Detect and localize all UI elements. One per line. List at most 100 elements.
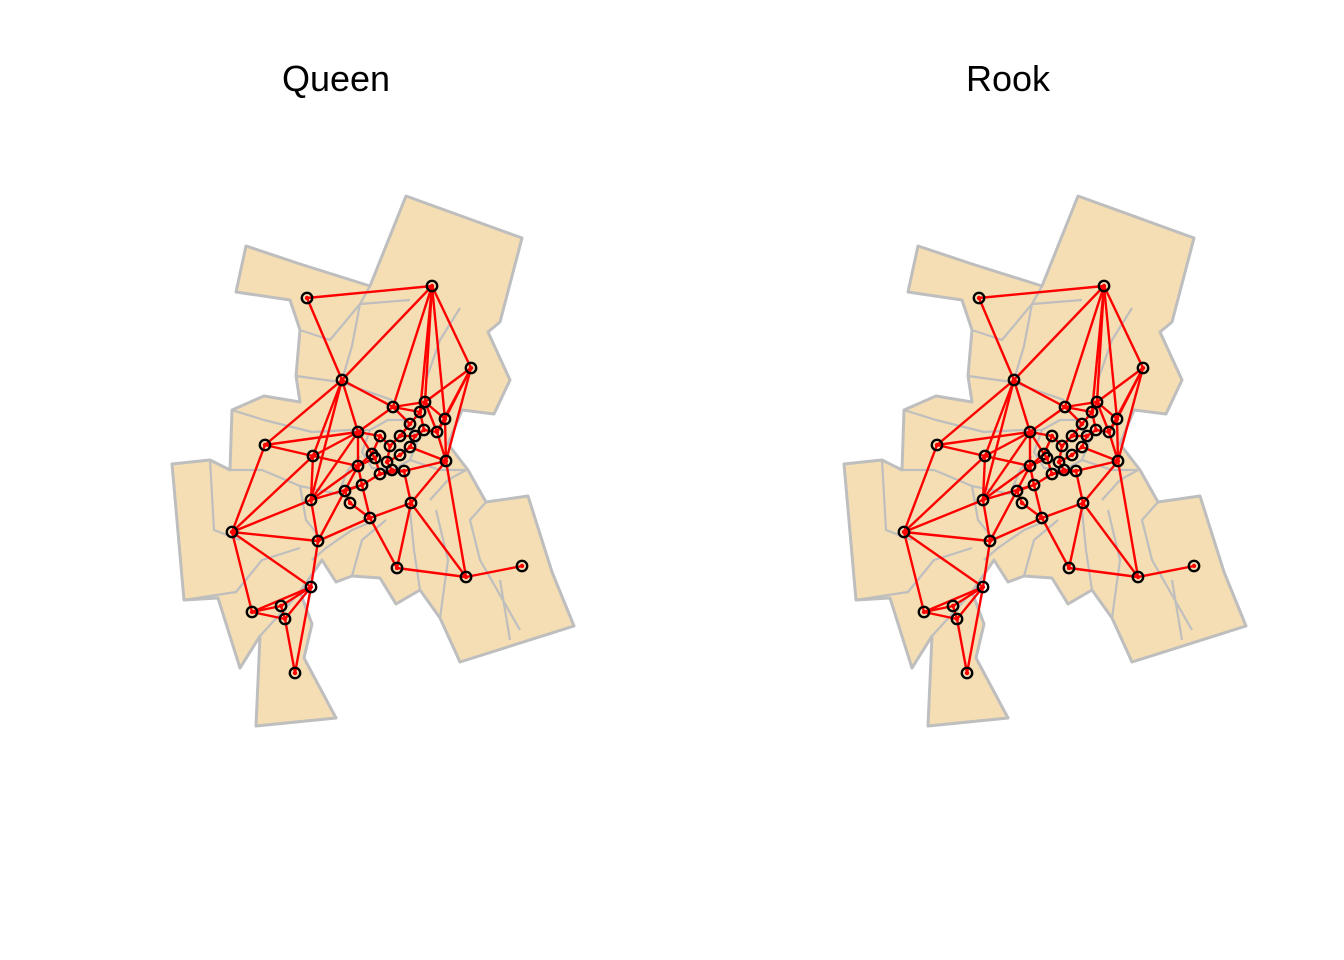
neighbor-link (1081, 411, 1093, 425)
neighbor-link (306, 284, 433, 300)
region-boundary (299, 298, 411, 342)
centroid-node (1065, 448, 1079, 462)
centroid-dot (442, 416, 448, 422)
centroid-dot (1069, 433, 1075, 439)
neighbor-link (418, 411, 426, 431)
neighbor-link (305, 297, 344, 381)
centroid-dot (282, 616, 288, 622)
neighbor-link (279, 605, 287, 620)
region-boundary (1080, 509, 1094, 591)
neighbor-link (1013, 285, 1105, 381)
region-boundary (183, 546, 301, 602)
centroid-dot (389, 467, 395, 473)
centroid-dot (397, 433, 403, 439)
centroid-dot (1140, 365, 1146, 371)
neighbor-link (977, 297, 1016, 381)
centroid-dot (339, 377, 345, 383)
centroid-node (978, 449, 992, 463)
neighbor-link (1082, 460, 1119, 504)
centroid-dot (394, 565, 400, 571)
centroid-dot (1094, 399, 1100, 405)
centroid-node (274, 599, 288, 613)
centroid-dot (1014, 488, 1020, 494)
neighbor-link (409, 445, 447, 463)
centroid-dot (421, 427, 427, 433)
region-boundary (983, 518, 1049, 561)
centroid-node (950, 612, 964, 626)
centroid-dot (934, 442, 940, 448)
centroid-dot (519, 563, 525, 569)
centroid-node (258, 438, 272, 452)
centroid-node (311, 534, 325, 548)
centroid-node (917, 605, 931, 619)
neighbor-link (231, 531, 312, 588)
centroid-dot (443, 458, 449, 464)
neighbor-link (1041, 501, 1084, 520)
neighbor-link (316, 465, 360, 542)
neighbor-link (344, 483, 363, 493)
neighbor-link (231, 455, 314, 533)
neighbor-link (1102, 285, 1119, 420)
panel-title-queen: Queen (281, 58, 391, 99)
centroid-node (1010, 484, 1024, 498)
neighbor-link (984, 430, 1031, 458)
neighbor-link (1082, 502, 1139, 578)
neighbor-link (349, 502, 371, 519)
centroid-dot (1073, 468, 1079, 474)
neighbor-link (1061, 435, 1073, 447)
neighbor-link (951, 605, 959, 620)
neighbor-link (424, 367, 472, 403)
centroid-dot (372, 455, 378, 461)
centroid-dot (1115, 458, 1121, 464)
neighbor-link (936, 379, 1015, 446)
neighbor-link (978, 284, 1105, 300)
centroid-dot (397, 452, 403, 458)
centroid-node (976, 580, 990, 594)
centroid-node (338, 484, 352, 498)
centroid-node (373, 429, 387, 443)
neighbor-link (1063, 285, 1106, 408)
neighbor-link (1029, 406, 1066, 433)
neighbor-link (956, 586, 984, 620)
centroid-node (245, 605, 259, 619)
centroid-node (976, 493, 990, 507)
neighbor-link (430, 285, 473, 369)
neighbor-link (230, 444, 267, 533)
centroid-node (1023, 459, 1037, 473)
neighbor-link (395, 502, 413, 569)
centroid-node (1007, 373, 1021, 387)
centroid-node (403, 417, 417, 431)
region-layer (170, 194, 576, 728)
centroid-node (515, 559, 529, 573)
centroid-dot (384, 459, 390, 465)
neighbor-link (936, 443, 986, 458)
centroid-node (1075, 440, 1089, 454)
centroid-dot (310, 453, 316, 459)
centroid-dot (982, 453, 988, 459)
neighbor-link (444, 460, 468, 578)
centroid-dot (1062, 404, 1068, 410)
region-boundary (429, 469, 467, 501)
neighbor-link (1051, 435, 1063, 447)
centroid-node (1057, 463, 1071, 477)
neighbor-link (1067, 502, 1085, 569)
neighbor-link (361, 472, 381, 487)
neighbor-link (284, 586, 312, 620)
neighbor-link (1057, 445, 1064, 463)
neighbor-link (1071, 423, 1083, 437)
centroid-node (304, 493, 318, 507)
neighbor-link (231, 498, 312, 534)
neighbor-link (341, 378, 394, 409)
centroid-node (439, 454, 453, 468)
centroid-dot (355, 429, 361, 435)
neighbor-link (391, 285, 434, 408)
neighbor-link (309, 455, 315, 501)
centroid-node (304, 580, 318, 594)
centroid-node (946, 599, 960, 613)
link-layer (902, 284, 1195, 674)
neighbor-link (955, 618, 969, 674)
centroid-node (1045, 429, 1059, 443)
centroid-dot (1106, 429, 1112, 435)
neighbor-link (1081, 445, 1119, 463)
centroid-node (1069, 464, 1083, 478)
